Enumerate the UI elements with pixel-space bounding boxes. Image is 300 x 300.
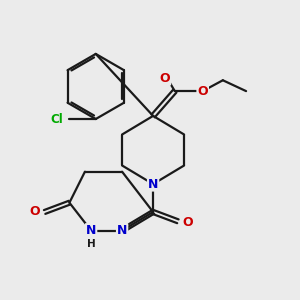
Text: N: N [86,224,96,237]
Text: H: H [87,238,95,249]
Text: O: O [160,72,170,85]
Text: N: N [148,178,158,190]
Text: O: O [182,216,193,229]
Text: N: N [117,224,127,237]
Text: O: O [29,206,40,218]
Text: O: O [197,85,208,98]
Text: Cl: Cl [51,112,63,125]
